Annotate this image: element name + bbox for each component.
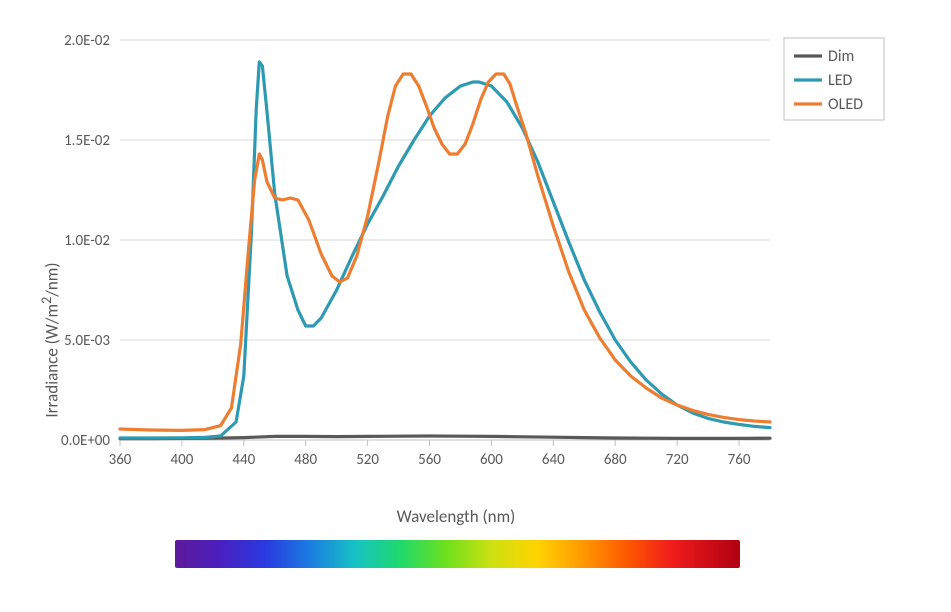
svg-text:760: 760: [728, 451, 751, 469]
svg-text:2.0E-02: 2.0E-02: [64, 32, 110, 50]
svg-text:400: 400: [170, 451, 193, 469]
series-led: [120, 62, 770, 438]
svg-text:360: 360: [109, 451, 132, 469]
x-axis-title: Wavelength (nm): [356, 506, 556, 527]
svg-text:1.5E-02: 1.5E-02: [64, 132, 110, 150]
svg-text:680: 680: [604, 451, 627, 469]
visible-spectrum-bar: [175, 540, 740, 568]
legend-label-dim: Dim: [828, 47, 854, 66]
svg-text:440: 440: [232, 451, 255, 469]
svg-text:0.0E+00: 0.0E+00: [61, 432, 110, 450]
svg-text:520: 520: [356, 451, 379, 469]
legend-label-led: LED: [828, 71, 853, 90]
svg-text:600: 600: [480, 451, 503, 469]
figure: Irradiance (W/m2/nm) 0.0E+005.0E-031.0E-…: [0, 0, 951, 612]
svg-text:720: 720: [666, 451, 689, 469]
svg-text:480: 480: [294, 451, 317, 469]
svg-text:1.0E-02: 1.0E-02: [64, 232, 110, 250]
svg-text:5.0E-03: 5.0E-03: [64, 332, 110, 350]
svg-text:560: 560: [418, 451, 441, 469]
series-oled: [120, 74, 770, 430]
svg-text:640: 640: [542, 451, 565, 469]
legend-label-oled: OLED: [828, 95, 863, 114]
line-chart: 0.0E+00 5.0E-03 1.0E-02 1.5E-02 2.0E-02 360 40…: [0, 0, 951, 500]
